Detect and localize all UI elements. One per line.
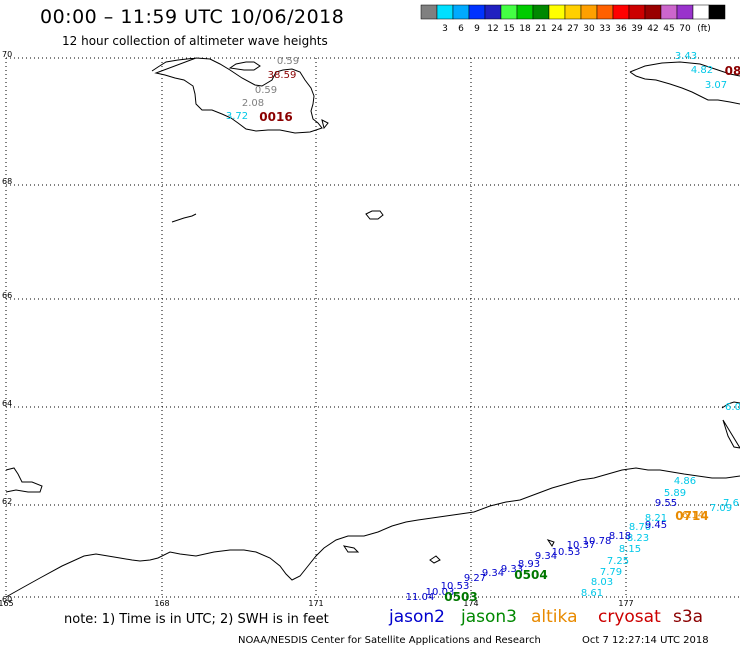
coastline: [546, 539, 555, 547]
latitude-label: 64: [2, 399, 12, 408]
scale-tick-label: 21: [535, 24, 546, 34]
pass-time-label: 0714: [675, 509, 708, 523]
wave-height-label: 3.07: [705, 80, 727, 91]
pass-time-label: 0016: [259, 110, 292, 124]
wave-height-label: 9.33: [501, 564, 523, 575]
wave-height-label: 2.08: [242, 98, 264, 109]
wave-height-label: 9.34: [482, 568, 504, 579]
wave-height-label: 8.70: [629, 522, 651, 533]
longitude-label: 177: [618, 599, 633, 606]
scale-tick-label: 36: [615, 24, 627, 34]
wave-height-label: 9.34: [535, 551, 557, 562]
scale-tick-label: 30: [583, 24, 595, 34]
legend-s3a: s3a: [673, 607, 704, 627]
wave-height-label: 5.89: [664, 488, 686, 499]
wave-height-label: 9.45: [645, 520, 667, 531]
color-scale-legend: 3 6 9 12 15 18 21 24 27 30 33 36 39 42 45 70 (ft): [420, 4, 726, 34]
coastline: [171, 213, 197, 223]
longitude-label: 174: [463, 599, 478, 606]
wave-height-label: 8.21: [645, 513, 667, 524]
chart-subtitle: 12 hour collection of altimeter wave hei…: [62, 34, 328, 48]
scale-tick-label: 39: [631, 24, 643, 34]
coastline: [342, 545, 360, 553]
scale-tick-label: 18: [519, 24, 531, 34]
coastline: [228, 61, 261, 71]
wave-height-label: 9.27: [464, 573, 486, 584]
wave-height-label: 10.53: [441, 581, 470, 592]
wave-height-label: 38.59: [268, 70, 297, 81]
wave-height-label: 4.82: [691, 65, 713, 76]
legend-jason3: jason3: [461, 607, 517, 627]
longitude-label: 168: [154, 599, 169, 606]
wave-height-label: 7.6: [723, 498, 739, 509]
wave-height-label: 7.79: [600, 567, 622, 578]
latitude-label: 62: [2, 497, 12, 506]
coastline: [5, 467, 43, 493]
latitude-label: 66: [2, 291, 12, 300]
coastline: [629, 61, 740, 105]
latitude-label: 70: [2, 50, 12, 59]
legend-cryosat: cryosat: [598, 607, 661, 627]
longitude-label: 165: [0, 599, 14, 606]
scale-tick-label: 27: [567, 24, 578, 34]
latitude-label: 68: [2, 177, 12, 186]
wave-height-label: 8.93: [518, 559, 540, 570]
footer-note: note: 1) Time is in UTC; 2) SWH is in fe…: [64, 612, 329, 627]
latitude-label: 60: [2, 595, 12, 604]
wave-height-label: 8.15: [619, 544, 641, 555]
longitude-label: 171: [308, 599, 323, 606]
chart-title: 00:00 – 11:59 UTC 10/06/2018: [40, 6, 345, 28]
wave-height-label: 8.23: [627, 533, 649, 544]
scale-tick-label: 12: [487, 24, 498, 34]
wave-height-label: 9.55: [655, 498, 677, 509]
wave-height-label: 7.09: [710, 503, 732, 514]
scale-tick-label: 24: [551, 24, 563, 34]
legend-jason2: jason2: [389, 607, 445, 627]
wave-height-label: 11.04: [406, 592, 435, 603]
wave-height-label: 7.25: [607, 556, 629, 567]
wave-height-label: 8.61: [581, 588, 603, 599]
wave-height-label: 8.03: [591, 577, 613, 588]
wave-height-label: 10.78: [583, 536, 612, 547]
scale-tick-label: 70: [679, 24, 691, 34]
scale-unit-label: (ft): [697, 24, 711, 34]
legend-altika: altika: [531, 607, 578, 627]
scale-swatch: [708, 4, 726, 20]
scale-tick-label: 33: [599, 24, 610, 34]
wave-height-label: 6.0: [725, 402, 740, 413]
wave-height-label: 3.72: [226, 111, 248, 122]
coastline: [151, 57, 323, 134]
scale-tick-label: 15: [503, 24, 514, 34]
pass-time-label: 08: [725, 64, 740, 78]
scale-tick-label: 42: [647, 24, 658, 34]
coastline: [5, 467, 740, 598]
wave-height-label: 10.37: [567, 540, 596, 551]
generated-timestamp: Oct 7 12:27:14 UTC 2018: [582, 635, 709, 646]
coastline: [721, 401, 740, 449]
credit-line: NOAA/NESDIS Center for Satellite Applica…: [238, 635, 541, 646]
pass-time-label: 0503: [444, 590, 477, 604]
scale-tick-label: 45: [663, 24, 674, 34]
coastline: [429, 555, 441, 564]
pass-time-label: 0504: [514, 568, 547, 582]
wave-height-label: 6.14: [682, 510, 704, 521]
scale-tick-label: 3: [442, 24, 448, 34]
wave-height-label: 0.59: [277, 56, 299, 67]
wave-height-label: 10.53: [552, 547, 581, 558]
coastline: [365, 210, 384, 220]
wave-height-label: 10.03: [426, 587, 455, 598]
wave-height-label: 0.59: [255, 85, 277, 96]
scale-tick-label: 6: [458, 24, 464, 34]
scale-tick-label: 9: [474, 24, 480, 34]
coastline: [321, 119, 329, 130]
wave-height-label: 4.86: [674, 476, 696, 487]
wave-height-label: 8.18: [609, 531, 631, 542]
wave-height-label: 3.43: [675, 51, 697, 62]
